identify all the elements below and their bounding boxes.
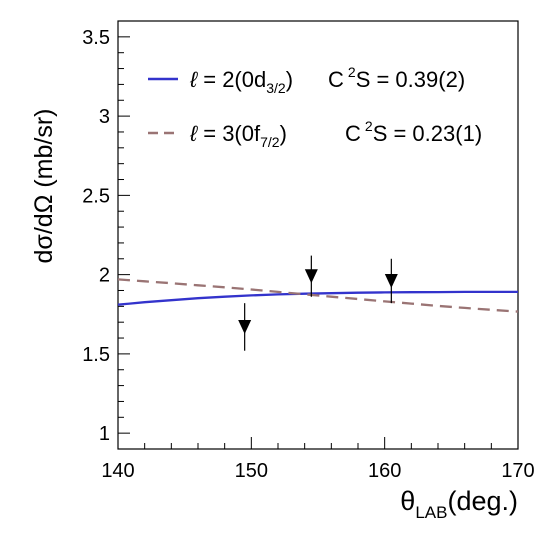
legend-label-0: ℓ = 2(0d3/2) C 2S = 0.39(2) bbox=[189, 64, 465, 96]
legend-sup-1: 2 bbox=[365, 118, 373, 134]
data-point-marker bbox=[238, 319, 252, 334]
data-point-marker bbox=[304, 269, 318, 284]
x-tick-label: 150 bbox=[235, 460, 268, 482]
x-tick-label: 140 bbox=[101, 460, 134, 482]
series-line-0 bbox=[117, 290, 518, 306]
x-axis-label-unit: (deg.) bbox=[447, 486, 518, 516]
x-axis-label-symbol: θ bbox=[400, 486, 415, 516]
legend-close-1: ) bbox=[280, 121, 287, 146]
x-axis-label: θLAB(deg.) bbox=[400, 486, 518, 522]
y-tick-label: 1.5 bbox=[82, 344, 110, 366]
legend-c-0: C bbox=[328, 67, 344, 92]
legend-sub-0: 3/2 bbox=[266, 80, 286, 96]
y-tick-label: 1 bbox=[99, 423, 110, 445]
legend-eq-1: = 3(0f bbox=[197, 121, 261, 146]
legend: ℓ = 2(0d3/2) C 2S = 0.39(2) ℓ = 3(0f7/2) C 2… bbox=[148, 64, 482, 150]
plot-frame bbox=[117, 20, 519, 450]
legend-eq-0: = 2(0d bbox=[197, 67, 266, 92]
y-axis-label: dσ/dΩ (mb/sr) bbox=[30, 109, 58, 264]
series-layer bbox=[117, 278, 519, 313]
legend-label-1: ℓ = 3(0f7/2) C 2S = 0.23(1) bbox=[189, 118, 482, 150]
x-tick-label: 160 bbox=[368, 460, 401, 482]
legend-s-1: S = 0.23(1) bbox=[373, 121, 482, 146]
data-points bbox=[238, 255, 398, 351]
legend-ell-0: ℓ bbox=[189, 67, 198, 92]
axes bbox=[117, 20, 519, 450]
legend-sup-0: 2 bbox=[348, 64, 356, 80]
legend-s-0: S = 0.39(2) bbox=[356, 67, 465, 92]
data-point-marker bbox=[384, 273, 398, 288]
y-tick-label: 3 bbox=[99, 106, 110, 128]
tick-labels: 140 150 160 170 1 1.5 2 2.5 3 3.5 bbox=[82, 27, 535, 482]
legend-ell-1: ℓ bbox=[189, 121, 198, 146]
x-axis-label-subscript: LAB bbox=[415, 503, 447, 522]
y-tick-label: 2.5 bbox=[82, 185, 110, 207]
y-tick-label: 2 bbox=[99, 265, 110, 287]
legend-sub-1: 7/2 bbox=[260, 134, 280, 150]
series-line-1 bbox=[117, 278, 519, 313]
x-tick-label: 170 bbox=[501, 460, 534, 482]
y-tick-label: 3.5 bbox=[82, 27, 110, 49]
legend-c-1: C bbox=[345, 121, 361, 146]
legend-close-0: ) bbox=[286, 67, 293, 92]
